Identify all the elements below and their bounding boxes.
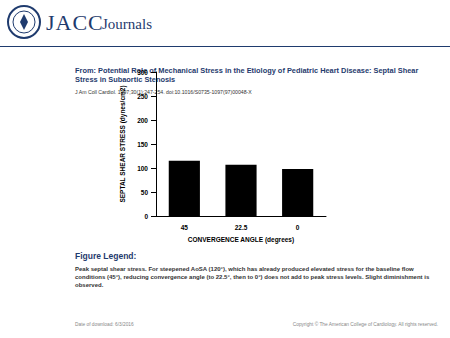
svg-text:300: 300 [137,69,148,76]
svg-text:0: 0 [296,224,300,231]
svg-text:50: 50 [141,189,149,196]
svg-text:200: 200 [137,117,148,124]
svg-text:250: 250 [137,93,148,100]
svg-text:0: 0 [144,213,148,220]
svg-text:CONVERGENCE ANGLE (degrees): CONVERGENCE ANGLE (degrees) [188,236,294,244]
svg-text:45: 45 [181,224,189,231]
svg-text:150: 150 [137,141,148,148]
svg-text:SEPTAL SHEAR STRESS (dynes/cm2: SEPTAL SHEAR STRESS (dynes/cm2) [119,85,127,202]
svg-text:100: 100 [137,165,148,172]
svg-text:22.5: 22.5 [235,224,248,231]
